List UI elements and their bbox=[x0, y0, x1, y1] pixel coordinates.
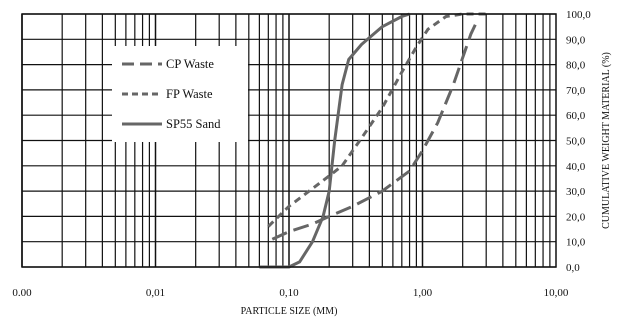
y-tick-label: 40,0 bbox=[566, 161, 586, 173]
plot-frame bbox=[21, 13, 557, 268]
axis-ticks: 0.00 0,01 0,10 1,00 10,00 0,0 10,0 20,0 30,0 40,0… bbox=[12, 9, 591, 299]
series-line-1 bbox=[271, 23, 477, 241]
x-tick-label: 0,01 bbox=[146, 287, 165, 299]
y-tick-label: 80,0 bbox=[566, 60, 586, 72]
y-tick-label: 30,0 bbox=[566, 186, 586, 198]
series-line-3 bbox=[259, 12, 411, 269]
y-tick-label: 60,0 bbox=[566, 110, 586, 122]
legend-label-3: SP55 Sand bbox=[166, 117, 221, 131]
x-tick-label: 0,10 bbox=[279, 287, 299, 299]
series-line-2 bbox=[267, 12, 487, 228]
legend-label-2: FP Waste bbox=[166, 87, 213, 101]
x-tick-label: 0.00 bbox=[12, 287, 32, 299]
y-tick-label: 70,0 bbox=[566, 85, 586, 97]
y-tick-label: 0,0 bbox=[566, 262, 580, 274]
chart-grid bbox=[21, 13, 556, 268]
legend: CP Waste FP Waste SP55 Sand bbox=[112, 46, 248, 142]
chart-series bbox=[259, 12, 487, 269]
y-tick-label: 10,0 bbox=[566, 237, 586, 249]
y-axis-title: CUMULATIVE WEIGHT MATERIAL (%) bbox=[601, 52, 612, 229]
x-axis-title: PARTICLE SIZE (MM) bbox=[241, 306, 338, 317]
y-tick-label: 20,0 bbox=[566, 211, 586, 223]
y-tick-label: 90,0 bbox=[566, 34, 586, 46]
y-tick-label: 100,0 bbox=[566, 9, 591, 21]
x-tick-label: 10,00 bbox=[544, 287, 569, 299]
x-tick-label: 1,00 bbox=[413, 287, 433, 299]
y-tick-label: 50,0 bbox=[566, 136, 586, 148]
legend-label-1: CP Waste bbox=[166, 57, 214, 71]
